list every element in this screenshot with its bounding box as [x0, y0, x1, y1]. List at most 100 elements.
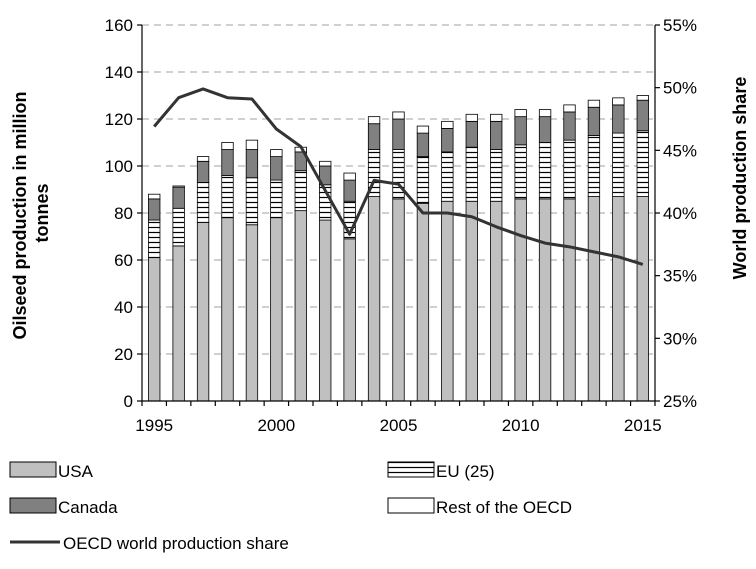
- bar-segment-usa: [270, 217, 283, 402]
- y2-tick-label: 50%: [663, 79, 697, 98]
- y-tick-label: 0: [124, 392, 133, 411]
- x-tick-label: 1995: [135, 416, 173, 435]
- bar-segment-canada: [636, 99, 649, 132]
- bar-segment-canada: [490, 120, 503, 150]
- bar-segment-rest-of-the-oecd: [148, 193, 161, 200]
- y-tick-label: 40: [114, 298, 133, 317]
- bar-segment-eu-25: [270, 179, 283, 219]
- bar-segment-eu-25: [294, 170, 307, 212]
- bar-segment-rest-of-the-oecd: [319, 160, 332, 167]
- bar-segment-eu-25: [514, 144, 527, 200]
- legend-item: Rest of the OECD: [387, 497, 572, 517]
- y-axis-title: Oilseed production in million tonnes: [10, 86, 52, 339]
- bar-segment-rest-of-the-oecd: [465, 113, 478, 122]
- bar-segment-rest-of-the-oecd: [636, 95, 649, 101]
- legend-item: OECD world production share: [10, 534, 289, 553]
- bar-segment-usa: [465, 200, 478, 402]
- share-line-path: [153, 87, 644, 266]
- bar-segment-canada: [416, 132, 430, 158]
- bar-segment-rest-of-the-oecd: [490, 113, 503, 122]
- bar-segment-canada: [441, 127, 454, 153]
- bar-segment-eu-25: [538, 142, 552, 200]
- bar-segment-canada: [465, 120, 478, 148]
- x-tick-label: 2010: [502, 416, 540, 435]
- bar-segment-usa: [294, 210, 307, 402]
- bar-segment-eu-25: [490, 149, 503, 202]
- y-tick-label: 20: [114, 345, 133, 364]
- bar-segment-rest-of-the-oecd: [416, 125, 430, 134]
- bar-segment-rest-of-the-oecd: [196, 156, 210, 162]
- bar-segment-usa: [538, 198, 552, 402]
- bar-segment-eu-25: [245, 177, 259, 226]
- bar-segment-rest-of-the-oecd: [538, 109, 552, 118]
- x-tick-label: 2005: [380, 416, 418, 435]
- tick-labels: 0 20 40 60 80 100 120 140 160 25% 30% 35% 40% 45% 50% 5…: [105, 16, 697, 435]
- legend-item: EU (25): [387, 461, 495, 481]
- bar-segment-canada: [612, 104, 625, 134]
- bar-segment-usa: [441, 200, 454, 402]
- bar-segment-usa: [221, 217, 234, 402]
- legend-swatch: [9, 497, 57, 514]
- bar-segment-rest-of-the-oecd: [612, 97, 625, 106]
- legend-swatch: [387, 497, 435, 514]
- bar-segment-canada: [148, 198, 161, 221]
- bar-segment-canada: [392, 118, 405, 150]
- legend-swatch: [9, 461, 57, 478]
- bar-segment-usa: [612, 196, 625, 402]
- x-tick-label: 2000: [257, 416, 295, 435]
- y2-tick-label: 25%: [663, 392, 697, 411]
- bar-segment-rest-of-the-oecd: [367, 116, 381, 125]
- y2-tick-label: 40%: [663, 204, 697, 223]
- y2-axis-title: World production share: [730, 77, 750, 280]
- legend: USA EU (25) Canada Rest of the OECD OECD wor…: [9, 461, 572, 553]
- y-tick-label: 80: [114, 204, 133, 223]
- legend-label: USA: [58, 462, 94, 481]
- x-tick-label: 2015: [624, 416, 662, 435]
- y-tick-label: 100: [105, 157, 133, 176]
- bar-segment-eu-25: [148, 219, 161, 259]
- bar-segment-canada: [538, 116, 552, 143]
- bar-segment-eu-25: [416, 156, 430, 205]
- bar-segment-eu-25: [636, 130, 649, 197]
- bar-segment-rest-of-the-oecd: [392, 111, 405, 120]
- bar-segment-eu-25: [587, 135, 601, 197]
- bar-segment-canada: [563, 111, 576, 141]
- bar-segment-usa: [172, 245, 185, 402]
- bar-segment-eu-25: [196, 182, 210, 223]
- legend-item: Canada: [9, 497, 118, 517]
- bar-segment-canada: [514, 116, 527, 146]
- bar-segment-usa: [392, 198, 405, 402]
- bars: [148, 95, 649, 402]
- bar-segment-eu-25: [612, 132, 625, 197]
- bar-segment-canada: [221, 149, 234, 176]
- legend-label: OECD world production share: [63, 534, 289, 553]
- bar-segment-rest-of-the-oecd: [563, 104, 576, 113]
- bar-segment-usa: [196, 221, 210, 402]
- bar-segment-eu-25: [172, 207, 185, 247]
- bar-segment-eu-25: [465, 146, 478, 202]
- y-tick-label: 160: [105, 16, 133, 35]
- bar-segment-eu-25: [392, 149, 405, 200]
- y2-tick-label: 55%: [663, 16, 697, 35]
- bar-segment-usa: [367, 196, 381, 402]
- bar-segment-eu-25: [563, 139, 576, 200]
- bar-segment-rest-of-the-oecd: [270, 149, 283, 158]
- legend-item: USA: [9, 461, 94, 481]
- bar-segment-usa: [490, 200, 503, 402]
- y-tick-label: 120: [105, 110, 133, 129]
- bar-segment-canada: [367, 123, 381, 150]
- bar-segment-rest-of-the-oecd: [441, 120, 454, 129]
- bar-segment-rest-of-the-oecd: [221, 142, 234, 150]
- bar-segment-usa: [563, 198, 576, 402]
- share-line: [153, 87, 644, 266]
- legend-label: Canada: [58, 498, 118, 517]
- bar-segment-usa: [416, 203, 430, 402]
- legend-swatch: [387, 461, 435, 478]
- y2-tick-label: 30%: [663, 329, 697, 348]
- y2-tick-label: 35%: [663, 267, 697, 286]
- bar-segment-canada: [270, 156, 283, 181]
- bar-segment-usa: [148, 257, 161, 402]
- bar-segment-canada: [196, 160, 210, 183]
- bar-segment-canada: [172, 186, 185, 209]
